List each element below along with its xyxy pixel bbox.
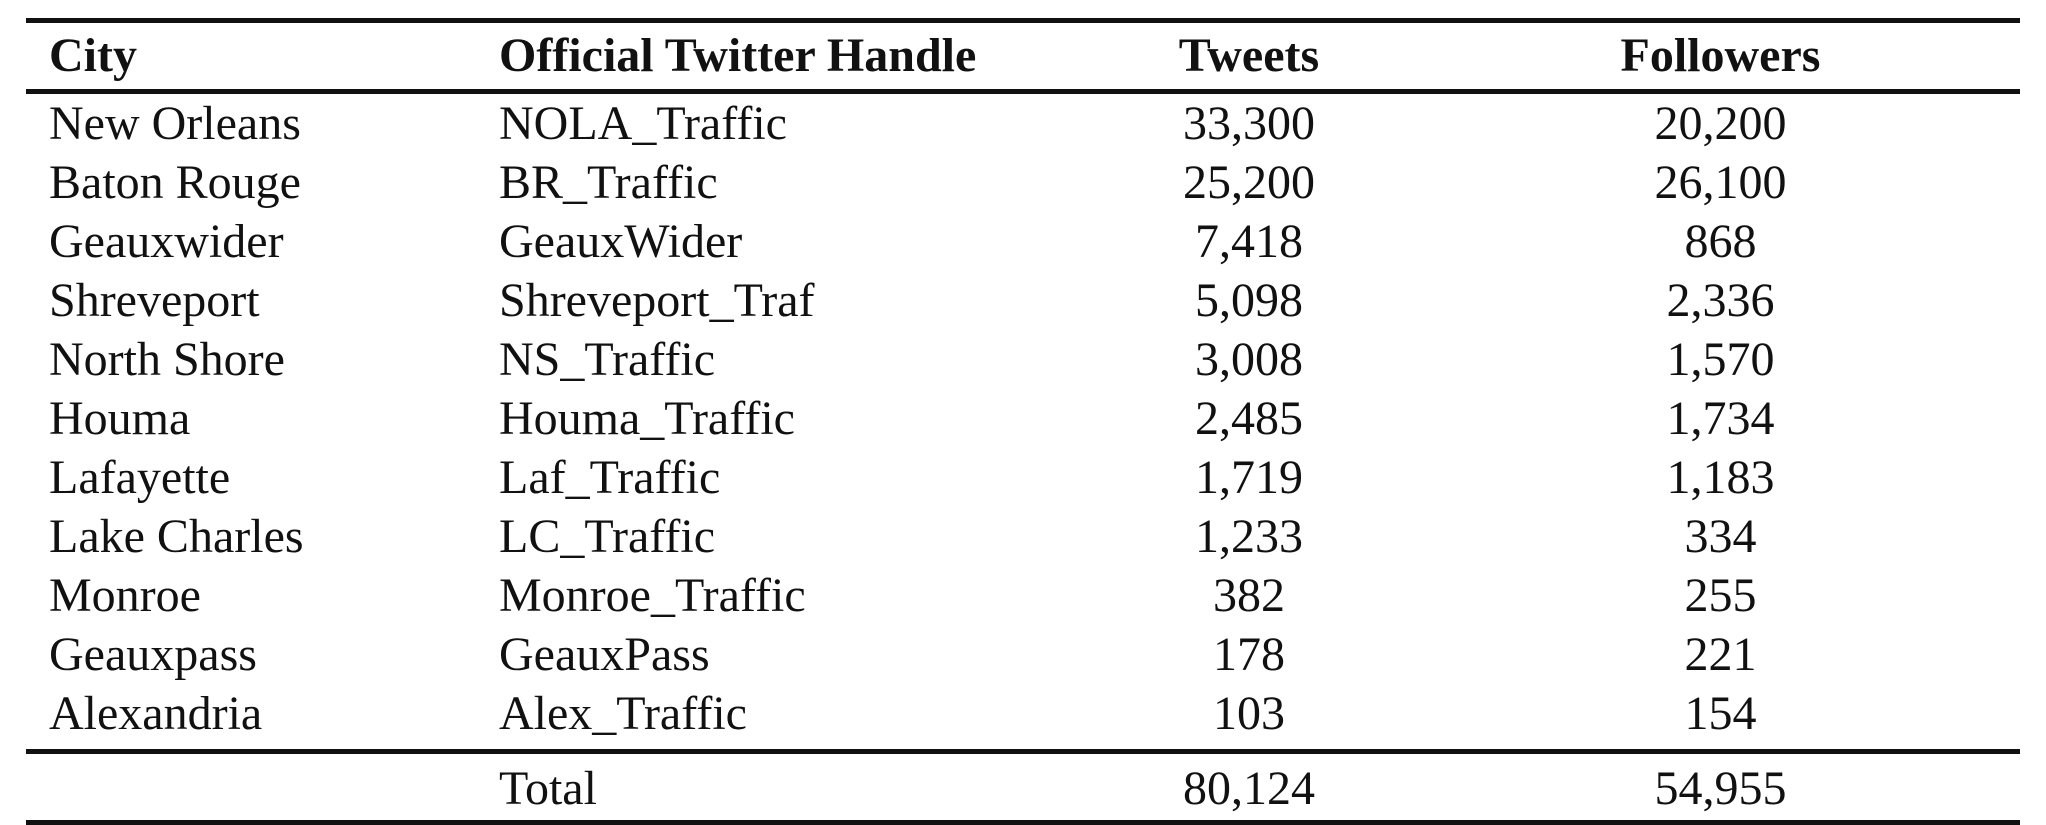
cell-tweets: 1,719 — [1195, 451, 1303, 504]
total-label: Total — [499, 762, 597, 815]
cell-handle: NOLA_Traffic — [499, 97, 787, 150]
cell-handle: GeauxWider — [499, 215, 743, 268]
header-row: City Official Twitter Handle Tweets Foll… — [26, 20, 2020, 92]
cell-handle: Shreveport_Traf — [499, 274, 815, 327]
table-footer: Total 80,124 54,955 — [26, 751, 2020, 823]
cell-tweets: 7,418 — [1195, 215, 1303, 268]
cell-tweets: 33,300 — [1183, 97, 1315, 150]
cell-tweets: 3,008 — [1195, 333, 1303, 386]
cell-city: Geauxwider — [49, 215, 284, 268]
cell-city: Alexandria — [49, 687, 263, 740]
table-row: North Shore NS_Traffic 3,008 1,570 — [26, 330, 2020, 389]
table-row: Alexandria Alex_Traffic 103 154 — [26, 684, 2020, 752]
cell-followers: 2,336 — [1666, 274, 1775, 327]
table-row: Lake Charles LC_Traffic 1,233 334 — [26, 507, 2020, 566]
cell-city: Shreveport — [49, 274, 260, 327]
cell-handle: BR_Traffic — [499, 156, 718, 209]
cell-tweets: 382 — [1213, 569, 1285, 622]
cell-city: Lake Charles — [49, 510, 304, 563]
twitter-handles-table-container: City Official Twitter Handle Tweets Foll… — [26, 18, 2020, 825]
cell-city: North Shore — [49, 333, 285, 386]
table-header: City Official Twitter Handle Tweets Foll… — [26, 20, 2020, 92]
table-row: Monroe Monroe_Traffic 382 255 — [26, 566, 2020, 625]
cell-handle: Monroe_Traffic — [499, 569, 806, 622]
cell-tweets: 25,200 — [1183, 156, 1315, 209]
cell-followers: 868 — [1684, 215, 1757, 268]
table-row: Geauxwider GeauxWider 7,418 868 — [26, 212, 2020, 271]
cell-city: Houma — [49, 392, 191, 445]
table-row: Baton Rouge BR_Traffic 25,200 26,100 — [26, 153, 2020, 212]
table-row: Geauxpass GeauxPass 178 221 — [26, 625, 2020, 684]
cell-total-empty — [26, 752, 499, 823]
table-row: Shreveport Shreveport_Traf 5,098 2,336 — [26, 271, 2020, 330]
table-body: New Orleans NOLA_Traffic 33,300 20,200 B… — [26, 92, 2020, 752]
total-followers: 54,955 — [1654, 762, 1787, 815]
cell-tweets: 178 — [1213, 628, 1285, 681]
cell-followers: 334 — [1684, 510, 1757, 563]
cell-tweets: 1,233 — [1195, 510, 1303, 563]
cell-city: Monroe — [49, 569, 201, 622]
cell-followers: 20,200 — [1654, 97, 1787, 150]
cell-followers: 1,570 — [1666, 333, 1775, 386]
cell-followers: 1,183 — [1666, 451, 1775, 504]
cell-tweets: 103 — [1213, 687, 1285, 740]
total-row: Total 80,124 54,955 — [26, 751, 2020, 823]
twitter-handles-table: City Official Twitter Handle Tweets Foll… — [26, 18, 2020, 825]
cell-city: Geauxpass — [49, 628, 257, 681]
cell-handle: LC_Traffic — [499, 510, 715, 563]
table-row: Houma Houma_Traffic 2,485 1,734 — [26, 389, 2020, 448]
cell-handle: NS_Traffic — [499, 333, 716, 386]
header-city: City — [49, 29, 137, 82]
cell-handle: Alex_Traffic — [499, 687, 747, 740]
cell-tweets: 2,485 — [1195, 392, 1303, 445]
cell-city: Baton Rouge — [49, 156, 301, 209]
cell-followers: 221 — [1684, 628, 1757, 681]
cell-city: New Orleans — [49, 97, 301, 150]
total-tweets: 80,124 — [1183, 762, 1315, 815]
cell-city: Lafayette — [49, 451, 231, 504]
header-followers: Followers — [1620, 29, 1821, 82]
cell-followers: 154 — [1684, 687, 1757, 740]
cell-handle: Laf_Traffic — [499, 451, 721, 504]
table-row: Lafayette Laf_Traffic 1,719 1,183 — [26, 448, 2020, 507]
header-handle: Official Twitter Handle — [499, 29, 977, 82]
cell-handle: Houma_Traffic — [499, 392, 795, 445]
header-tweets: Tweets — [1178, 29, 1320, 82]
cell-followers: 26,100 — [1654, 156, 1787, 209]
cell-tweets: 5,098 — [1195, 274, 1303, 327]
cell-followers: 1,734 — [1666, 392, 1775, 445]
table-row: New Orleans NOLA_Traffic 33,300 20,200 — [26, 92, 2020, 154]
cell-followers: 255 — [1684, 569, 1757, 622]
cell-handle: GeauxPass — [499, 628, 710, 681]
